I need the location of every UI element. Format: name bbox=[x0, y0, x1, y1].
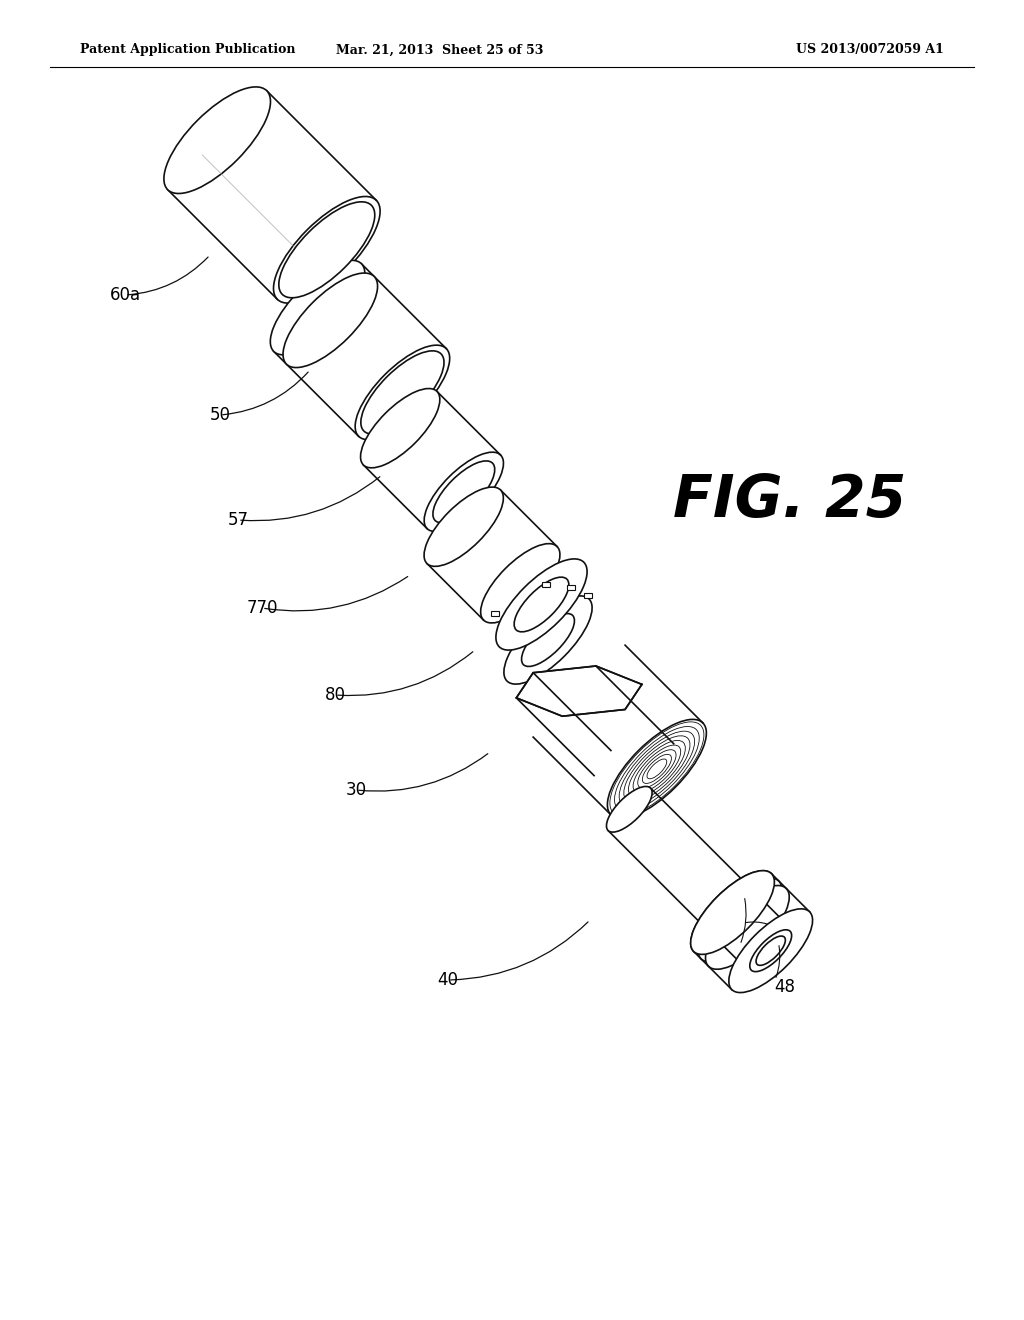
Polygon shape bbox=[693, 874, 810, 990]
Polygon shape bbox=[427, 490, 557, 620]
Ellipse shape bbox=[690, 871, 774, 954]
Text: 30: 30 bbox=[345, 781, 367, 799]
Ellipse shape bbox=[729, 909, 813, 993]
Ellipse shape bbox=[496, 558, 587, 651]
Ellipse shape bbox=[355, 345, 450, 440]
Text: US 2013/0072059 A1: US 2013/0072059 A1 bbox=[796, 44, 944, 57]
Polygon shape bbox=[168, 91, 376, 300]
Ellipse shape bbox=[607, 719, 707, 818]
Polygon shape bbox=[516, 667, 642, 717]
Polygon shape bbox=[608, 788, 792, 972]
Ellipse shape bbox=[270, 260, 365, 355]
Ellipse shape bbox=[433, 461, 495, 523]
Text: 50: 50 bbox=[210, 407, 230, 424]
Text: 57: 57 bbox=[227, 511, 249, 529]
Polygon shape bbox=[492, 611, 500, 615]
Ellipse shape bbox=[424, 453, 504, 532]
Ellipse shape bbox=[706, 886, 790, 969]
Polygon shape bbox=[584, 593, 592, 598]
Text: Mar. 21, 2013  Sheet 25 of 53: Mar. 21, 2013 Sheet 25 of 53 bbox=[336, 44, 544, 57]
Ellipse shape bbox=[360, 388, 440, 467]
Polygon shape bbox=[542, 582, 550, 586]
Ellipse shape bbox=[283, 206, 371, 293]
Ellipse shape bbox=[279, 202, 375, 298]
Text: 60a: 60a bbox=[110, 286, 140, 304]
Text: 770: 770 bbox=[246, 599, 278, 616]
Text: 49: 49 bbox=[771, 911, 793, 929]
Ellipse shape bbox=[521, 614, 574, 667]
Ellipse shape bbox=[164, 87, 270, 194]
Ellipse shape bbox=[504, 595, 592, 684]
Ellipse shape bbox=[756, 936, 785, 965]
Ellipse shape bbox=[750, 929, 792, 972]
Ellipse shape bbox=[360, 351, 444, 434]
Text: 80: 80 bbox=[325, 686, 345, 704]
Ellipse shape bbox=[606, 787, 652, 832]
Ellipse shape bbox=[514, 577, 569, 632]
Text: 47: 47 bbox=[739, 941, 761, 960]
Text: FIG. 25: FIG. 25 bbox=[674, 471, 906, 528]
Ellipse shape bbox=[283, 273, 378, 367]
Ellipse shape bbox=[273, 197, 380, 304]
Ellipse shape bbox=[365, 355, 440, 430]
Polygon shape bbox=[566, 585, 574, 590]
Ellipse shape bbox=[424, 487, 504, 566]
Ellipse shape bbox=[480, 544, 560, 623]
Polygon shape bbox=[273, 264, 446, 437]
Text: Patent Application Publication: Patent Application Publication bbox=[80, 44, 296, 57]
Ellipse shape bbox=[698, 878, 782, 962]
Polygon shape bbox=[534, 645, 702, 814]
Polygon shape bbox=[364, 392, 501, 528]
Text: 40: 40 bbox=[437, 972, 459, 989]
Text: 48: 48 bbox=[774, 978, 796, 997]
Ellipse shape bbox=[690, 871, 774, 954]
